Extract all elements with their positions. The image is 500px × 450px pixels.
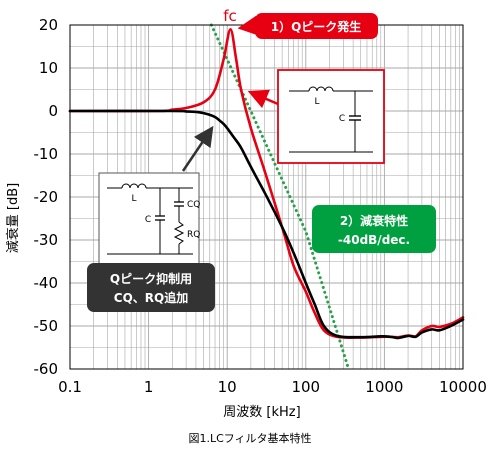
x-tick-label: 1 xyxy=(144,378,154,396)
y-tick-label: 10 xyxy=(39,59,58,77)
x-tick-label: 100 xyxy=(291,378,320,396)
series-damped-black xyxy=(68,109,465,340)
tick-labels: 0.1 1 10 100 1000 1000020100-10-20-30-40-50-6… xyxy=(34,16,487,396)
callout-attenuation: 2）減衰特性 -40dB/dec. xyxy=(312,205,436,253)
svg-text:Qピーク抑制用: Qピーク抑制用 xyxy=(110,271,192,286)
series-slope-green xyxy=(209,23,351,371)
svg-text:2）減衰特性: 2）減衰特性 xyxy=(340,213,408,228)
callout-q-peak-arrow xyxy=(237,15,259,36)
x-tick-label: 1000 xyxy=(365,378,403,396)
y-tick-label: 20 xyxy=(39,16,58,34)
y-axis-label: 減衰量 [dB] xyxy=(5,183,21,253)
x-tick-label: 10000 xyxy=(439,378,487,396)
y-tick-label: -40 xyxy=(34,274,59,292)
svg-text:1）Qピーク発生: 1）Qピーク発生 xyxy=(271,19,362,34)
lc-circuit-box: L C xyxy=(277,69,385,164)
y-tick-label: -10 xyxy=(34,145,59,163)
callout-q-peak: 1）Qピーク発生 xyxy=(255,13,378,39)
lc-circuit-arrow xyxy=(247,89,279,109)
figure-caption: 図1.LCフィルタ基本特性 xyxy=(188,431,311,445)
y-tick-label: -60 xyxy=(34,360,59,378)
svg-text:L: L xyxy=(314,97,319,107)
y-tick-label: -50 xyxy=(34,317,59,335)
lc-circuit-damped-box: L C CQ RQ xyxy=(98,172,200,266)
svg-text:C: C xyxy=(339,114,345,124)
svg-text:C: C xyxy=(145,215,151,225)
svg-text:L: L xyxy=(131,194,136,204)
x-tick-label: 0.1 xyxy=(58,378,82,396)
callout-damping: Qピーク抑制用 CQ、RQ追加 xyxy=(87,263,215,312)
y-tick-label: -20 xyxy=(34,188,59,206)
x-tick-label: 10 xyxy=(218,378,237,396)
svg-text:CQ: CQ xyxy=(187,200,200,210)
curves xyxy=(68,23,465,371)
svg-text:CQ、RQ追加: CQ、RQ追加 xyxy=(114,290,188,305)
y-tick-label: -30 xyxy=(34,231,59,249)
svg-text:RQ: RQ xyxy=(187,230,200,240)
fc-label: fc xyxy=(223,7,237,25)
x-axis-label: 周波数 [kHz] xyxy=(223,405,300,420)
svg-text:-40dB/dec.: -40dB/dec. xyxy=(338,233,410,247)
y-tick-label: 0 xyxy=(48,102,58,120)
damped-circuit-arrow xyxy=(181,125,214,172)
